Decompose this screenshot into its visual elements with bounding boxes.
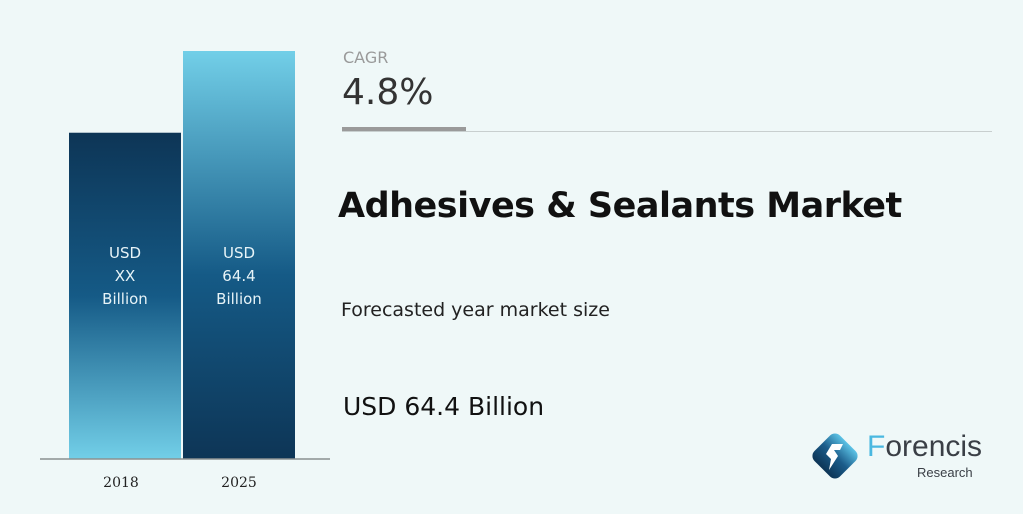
cagr-label: CAGR [343,48,389,67]
cagr-value: 4.8% [342,72,434,113]
bar-2025 [183,51,295,459]
logo-name: Forencis [867,430,983,463]
bar-data-label: 64.4 [222,267,255,285]
bar-data-label: USD [109,244,141,262]
bar-2018 [69,132,181,459]
page-title: Adhesives & Sealants Market [338,186,902,226]
logo-subtitle: Research [917,465,973,480]
forecast-value: USD 64.4 Billion [343,392,545,421]
bar-data-label: USD [223,244,255,262]
logo-icon [812,433,858,479]
bar-data-label: XX [115,267,136,285]
divider-accent [342,127,466,132]
bar-data-label: Billion [102,290,148,308]
divider [342,131,992,132]
bar-chart: USD XX Billion 2018 USD 64.4 Billion 2025 [40,51,330,491]
forencis-logo: Forencis Research [805,430,982,484]
subtitle: Forecasted year market size [341,299,610,321]
x-tick-label: 2018 [103,475,139,491]
x-tick-label: 2025 [221,475,257,491]
bar-data-label: Billion [216,290,262,308]
